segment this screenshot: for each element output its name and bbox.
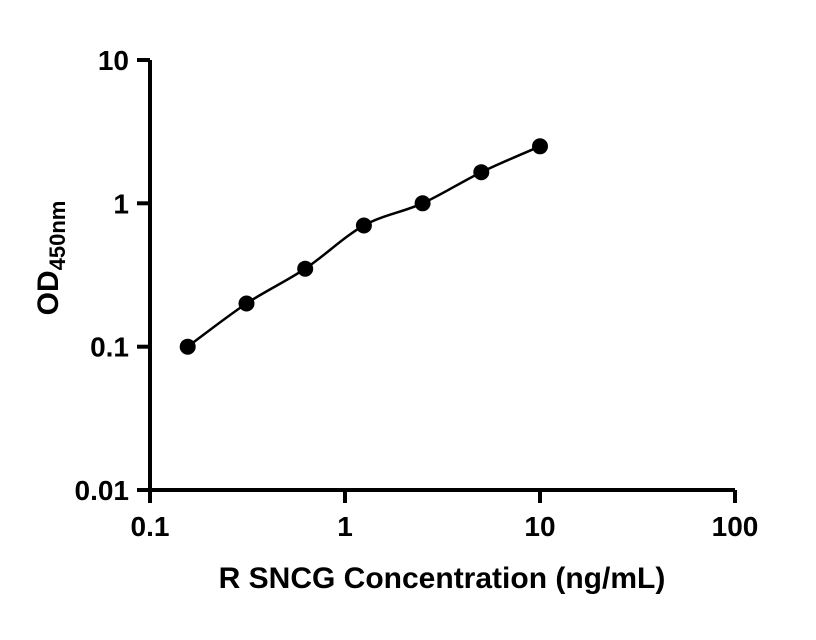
data-point	[179, 338, 196, 355]
y-axis-title: OD450nm	[32, 201, 70, 316]
x-tick-label: 10	[524, 511, 555, 542]
data-point	[297, 260, 314, 277]
x-tick-label: 0.1	[131, 511, 170, 542]
y-tick-label: 0.1	[90, 332, 129, 363]
data-point	[414, 195, 431, 212]
axes-line	[148, 60, 735, 492]
y-tick-label: 1	[113, 188, 129, 219]
data-point	[355, 217, 372, 234]
y-axis-title-subscript: 450nm	[45, 201, 70, 271]
y-tick-label: 10	[98, 45, 129, 76]
x-tick-label: 100	[712, 511, 759, 542]
data-point	[238, 295, 255, 312]
y-axis-title-main: OD	[32, 270, 65, 315]
y-tick-label: 0.01	[75, 475, 130, 506]
data-point	[473, 164, 490, 181]
x-tick-label: 1	[337, 511, 353, 542]
data-point	[532, 138, 548, 155]
x-axis-title: R SNCG Concentration (ng/mL)	[219, 562, 666, 595]
